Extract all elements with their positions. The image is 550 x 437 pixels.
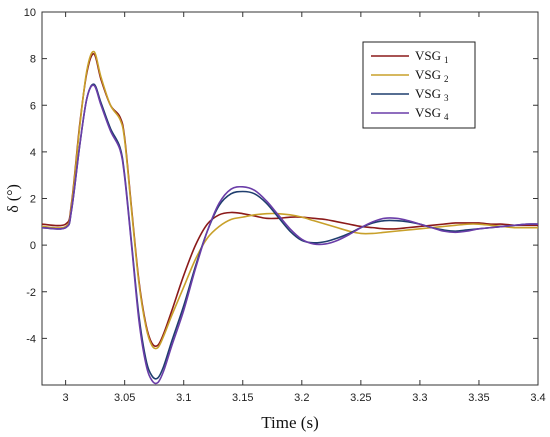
x-axis-title: Time (s) (261, 413, 318, 432)
y-tick-label: 2 (30, 194, 36, 206)
y-tick-label: 10 (24, 7, 36, 19)
series-line-vsg-1 (42, 53, 538, 348)
x-tick-label: 3.2 (294, 392, 309, 404)
y-axis-title: δ (°) (5, 184, 22, 213)
y-tick-label: 4 (30, 147, 36, 159)
series-line-vsg-2 (42, 50, 538, 350)
y-tick-label: 0 (30, 240, 36, 252)
y-tick-label: 8 (30, 54, 36, 66)
legend-label: VSG 2 (415, 67, 449, 84)
x-tick-label: 3.25 (350, 392, 371, 404)
y-tick-label: -4 (26, 333, 36, 345)
legend-label: VSG 3 (415, 86, 449, 103)
x-tick-label: 3.05 (114, 392, 135, 404)
x-tick-label: 3.35 (468, 392, 489, 404)
y-axis: -4 -2 0 2 4 6 8 10 (24, 7, 538, 345)
legend-label: VSG 1 (415, 48, 449, 65)
series-layer (42, 50, 538, 385)
x-tick-label: 3.3 (412, 392, 427, 404)
x-tick-label: 3.15 (232, 392, 253, 404)
x-tick-label: 3 (63, 392, 69, 404)
x-axis: 3 3.05 3.1 3.15 3.2 3.25 3.3 3.35 3.4 (63, 12, 546, 404)
x-tick-label: 3.4 (530, 392, 545, 404)
x-tick-label: 3.1 (176, 392, 191, 404)
series-line-vsg-4 (42, 84, 538, 385)
series-line-vsg-3 (42, 83, 538, 380)
y-tick-label: 6 (30, 100, 36, 112)
legend: VSG 1 VSG 2 VSG 3 VSG 4 (362, 41, 476, 129)
y-tick-label: -2 (26, 287, 36, 299)
legend-label: VSG 4 (415, 105, 449, 122)
